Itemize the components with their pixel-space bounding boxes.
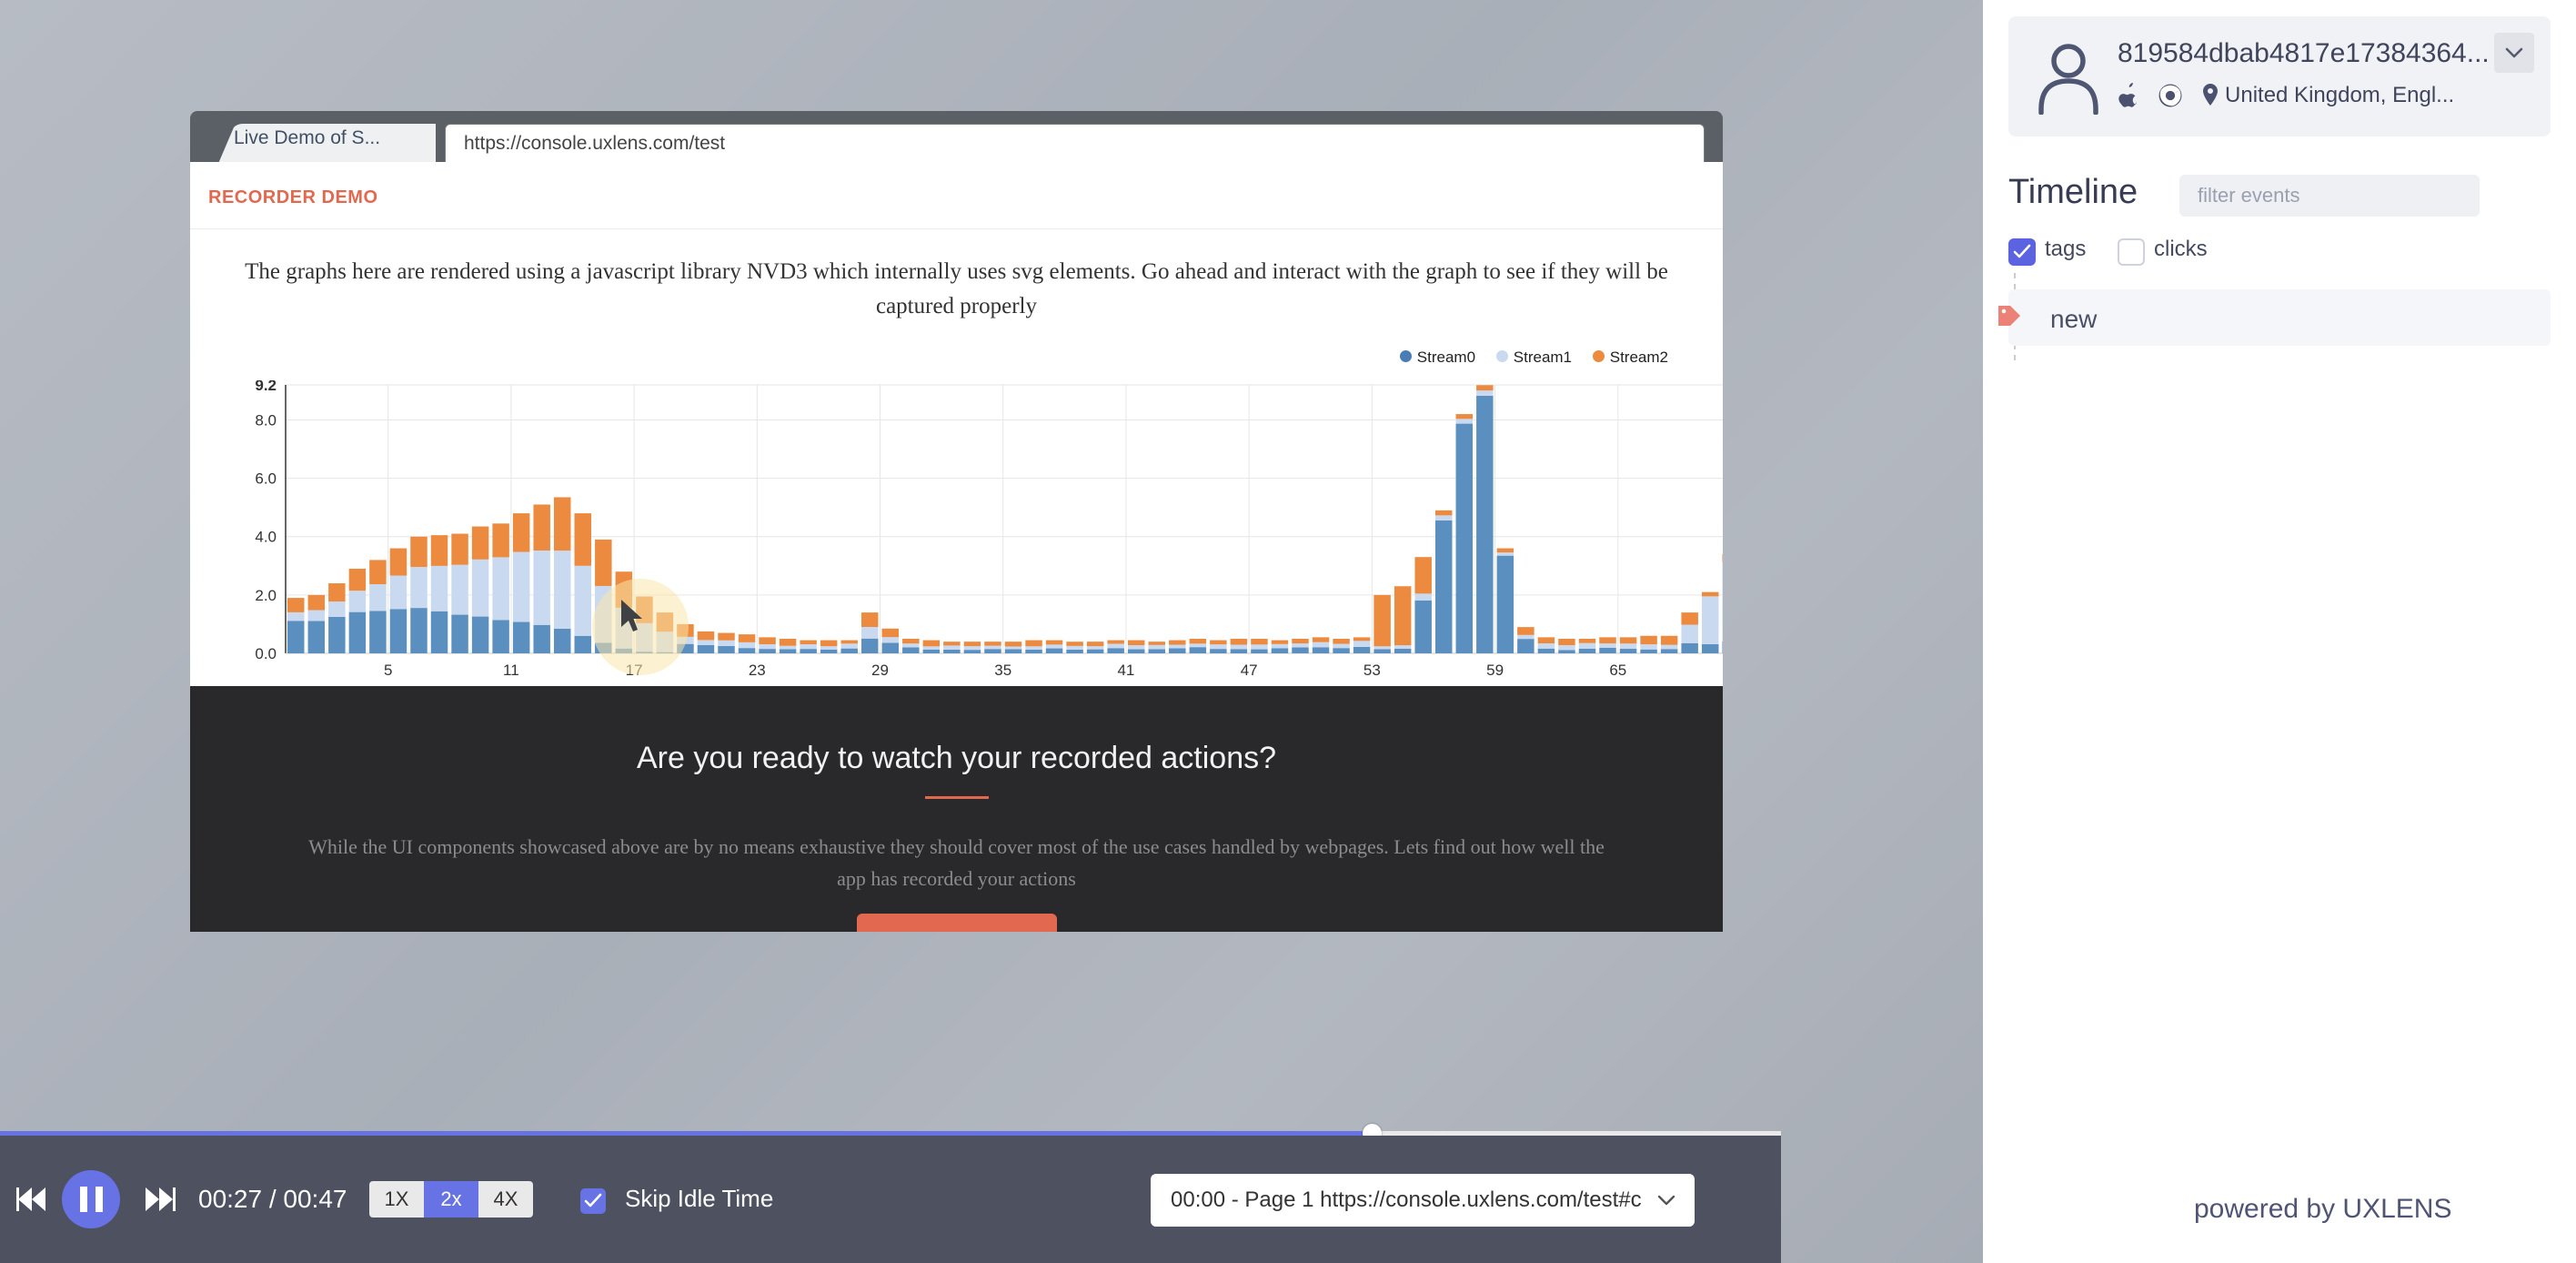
svg-text:35: 35: [994, 662, 1011, 679]
svg-text:65: 65: [1609, 662, 1626, 679]
svg-text:0.0: 0.0: [255, 645, 277, 662]
svg-text:9.2: 9.2: [255, 380, 277, 394]
svg-text:6.0: 6.0: [255, 470, 277, 488]
svg-text:53: 53: [1363, 662, 1381, 679]
svg-text:8.0: 8.0: [255, 411, 277, 429]
svg-text:41: 41: [1117, 662, 1134, 679]
svg-text:23: 23: [749, 662, 766, 679]
svg-text:29: 29: [871, 662, 889, 679]
svg-text:2.0: 2.0: [255, 587, 277, 604]
svg-text:4.0: 4.0: [255, 529, 277, 546]
svg-text:5: 5: [384, 662, 392, 679]
svg-text:59: 59: [1486, 662, 1504, 679]
svg-text:47: 47: [1241, 662, 1258, 679]
svg-text:11: 11: [503, 662, 519, 679]
